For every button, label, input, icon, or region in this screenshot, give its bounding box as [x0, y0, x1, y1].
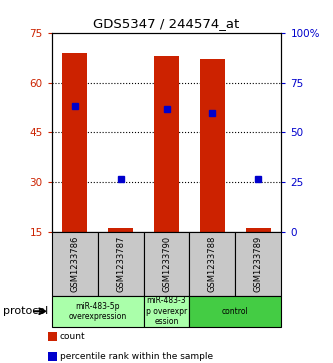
Text: GSM1233787: GSM1233787 [116, 236, 125, 292]
Text: GSM1233788: GSM1233788 [208, 236, 217, 292]
Title: GDS5347 / 244574_at: GDS5347 / 244574_at [93, 17, 240, 30]
Bar [154, 56, 179, 232]
Text: count: count [60, 333, 86, 341]
Text: control: control [222, 307, 249, 316]
Text: miR-483-5p
overexpression: miR-483-5p overexpression [69, 302, 127, 321]
Text: protocol: protocol [3, 306, 49, 316]
Text: percentile rank within the sample: percentile rank within the sample [60, 352, 213, 361]
Bar [200, 59, 225, 232]
Text: miR-483-3
p overexpr
ession: miR-483-3 p overexpr ession [146, 296, 187, 326]
Bar [108, 228, 133, 232]
Bar [62, 53, 87, 232]
Text: GSM1233786: GSM1233786 [70, 236, 79, 292]
Bar [246, 228, 271, 232]
Text: GSM1233789: GSM1233789 [254, 236, 263, 292]
Text: GSM1233790: GSM1233790 [162, 236, 171, 292]
